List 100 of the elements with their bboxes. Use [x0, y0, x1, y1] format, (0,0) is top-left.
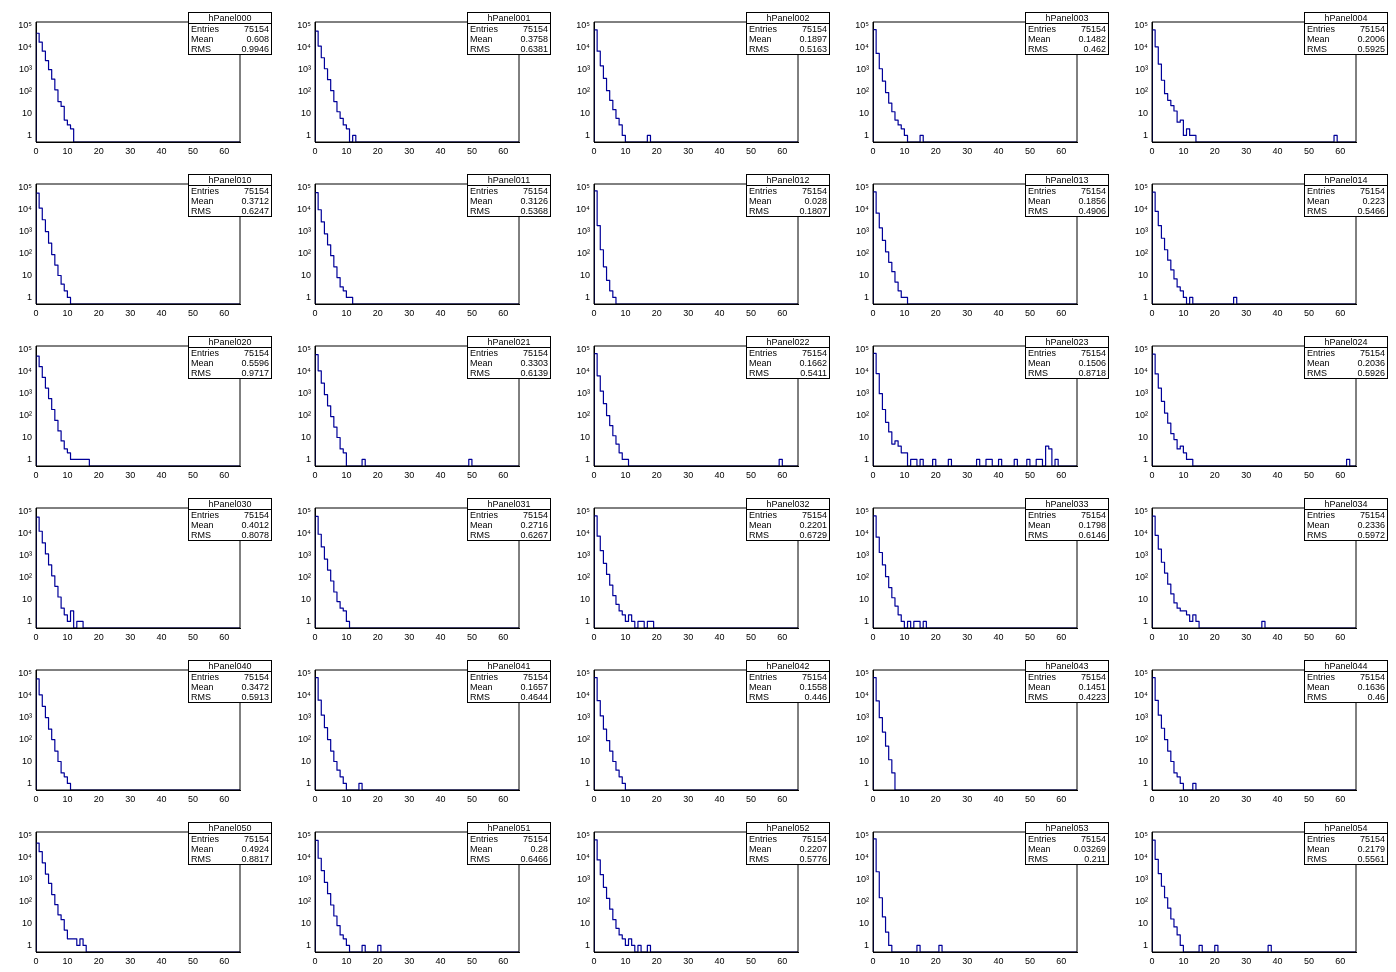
- y-tick-label: 10⁵: [297, 20, 312, 31]
- text: Mean 0.1482: [1028, 34, 1106, 44]
- x-tick-label: 60: [1335, 145, 1346, 156]
- x-tick-label: 20: [930, 469, 941, 480]
- x-tick-label: 20: [1209, 955, 1220, 966]
- text: Mean 0.1856: [1028, 196, 1106, 206]
- y-tick-label: 10³: [576, 226, 590, 237]
- x-tick-label: 50: [745, 145, 756, 156]
- y-tick-label: 10: [300, 269, 311, 280]
- x-tick-label: 50: [466, 955, 477, 966]
- y-tick-label: 1: [26, 777, 32, 788]
- text: Mean 0.3758: [470, 34, 548, 44]
- y-tick-label: 10²: [855, 410, 869, 421]
- x-tick-label: 50: [1303, 955, 1314, 966]
- x-tick-label: 60: [498, 793, 509, 804]
- x-tick-label: 0: [33, 307, 39, 318]
- x-tick-label: 30: [962, 145, 973, 156]
- x-tick-label: 20: [372, 307, 383, 318]
- text: Mean 0.28: [470, 844, 548, 854]
- y-tick-label: 10⁴: [855, 366, 870, 377]
- y-tick-label: 10⁵: [1134, 344, 1149, 355]
- x-tick-label: 10: [899, 469, 910, 480]
- y-tick-label: 10⁵: [18, 830, 33, 841]
- y-tick-label: 10²: [1134, 734, 1148, 745]
- y-tick-label: 10: [858, 755, 869, 766]
- text: Entries 75154: [1307, 186, 1385, 196]
- x-tick-label: 0: [870, 631, 876, 642]
- text: Entries 75154: [1028, 186, 1106, 196]
- x-tick-label: 0: [1149, 307, 1155, 318]
- x-tick-label: 50: [187, 145, 198, 156]
- y-tick-label: 10: [1137, 107, 1148, 118]
- text: Entries 75154: [749, 672, 827, 682]
- x-tick-label: 40: [714, 793, 725, 804]
- chart-title: hPanel003: [1026, 13, 1108, 24]
- x-tick-label: 0: [870, 955, 876, 966]
- text: Entries 75154: [191, 510, 269, 520]
- x-tick-label: 50: [1303, 793, 1314, 804]
- y-tick-label: 10⁵: [855, 344, 870, 355]
- text: RMS 0.9717: [191, 368, 269, 378]
- x-tick-label: 20: [651, 307, 662, 318]
- y-tick-label: 10³: [1134, 64, 1148, 75]
- text: Mean 0.028: [749, 196, 827, 206]
- y-tick-label: 10⁵: [576, 182, 591, 193]
- x-tick-label: 10: [341, 145, 352, 156]
- x-tick-label: 0: [591, 145, 597, 156]
- x-tick-label: 10: [341, 955, 352, 966]
- y-tick-label: 10³: [576, 550, 590, 561]
- x-tick-label: 20: [1209, 793, 1220, 804]
- text: Mean 0.4012: [191, 520, 269, 530]
- x-tick-label: 40: [714, 307, 725, 318]
- x-tick-label: 10: [62, 631, 73, 642]
- x-tick-label: 0: [591, 793, 597, 804]
- x-tick-label: 10: [62, 793, 73, 804]
- x-tick-label: 40: [156, 955, 167, 966]
- x-tick-label: 50: [466, 145, 477, 156]
- x-tick-label: 30: [1241, 145, 1252, 156]
- x-tick-label: 10: [341, 307, 352, 318]
- y-tick-label: 1: [1142, 939, 1148, 950]
- x-tick-label: 50: [745, 469, 756, 480]
- text: Entries 75154: [1307, 510, 1385, 520]
- y-tick-label: 10: [1137, 593, 1148, 604]
- x-tick-label: 0: [1149, 469, 1155, 480]
- y-tick-label: 10³: [18, 64, 32, 75]
- y-tick-label: 10⁴: [1134, 690, 1149, 701]
- y-tick-label: 10⁴: [18, 852, 33, 863]
- x-tick-label: 10: [1178, 955, 1189, 966]
- text: RMS 0.1807: [749, 206, 827, 216]
- x-tick-label: 10: [620, 307, 631, 318]
- y-tick-label: 10⁴: [297, 528, 312, 539]
- y-tick-label: 10⁵: [855, 506, 870, 517]
- y-tick-label: 10⁵: [297, 344, 312, 355]
- y-tick-label: 10: [1137, 917, 1148, 928]
- x-tick-label: 30: [1241, 631, 1252, 642]
- x-tick-label: 50: [1024, 955, 1035, 966]
- text: Entries 75154: [749, 24, 827, 34]
- text: RMS 0.5561: [1307, 854, 1385, 864]
- text: RMS 0.46: [1307, 692, 1385, 702]
- x-tick-label: 20: [930, 955, 941, 966]
- y-tick-label: 1: [1142, 129, 1148, 140]
- x-tick-label: 40: [993, 469, 1004, 480]
- x-tick-label: 50: [187, 307, 198, 318]
- x-tick-label: 30: [125, 631, 136, 642]
- text: RMS 0.446: [749, 692, 827, 702]
- y-tick-label: 10²: [1134, 572, 1148, 583]
- x-tick-label: 20: [930, 145, 941, 156]
- y-tick-label: 10²: [297, 248, 311, 259]
- x-tick-label: 40: [993, 793, 1004, 804]
- y-tick-label: 10³: [18, 550, 32, 561]
- x-tick-label: 30: [125, 469, 136, 480]
- y-tick-label: 10²: [18, 86, 32, 97]
- x-tick-label: 60: [219, 307, 230, 318]
- y-tick-label: 10: [858, 431, 869, 442]
- x-tick-label: 50: [1303, 307, 1314, 318]
- chart-title: hPanel004: [1305, 13, 1387, 24]
- y-tick-label: 1: [305, 939, 311, 950]
- x-tick-label: 40: [156, 793, 167, 804]
- x-tick-label: 30: [683, 469, 694, 480]
- x-tick-label: 0: [312, 307, 318, 318]
- y-tick-label: 10: [858, 593, 869, 604]
- x-tick-label: 0: [33, 469, 39, 480]
